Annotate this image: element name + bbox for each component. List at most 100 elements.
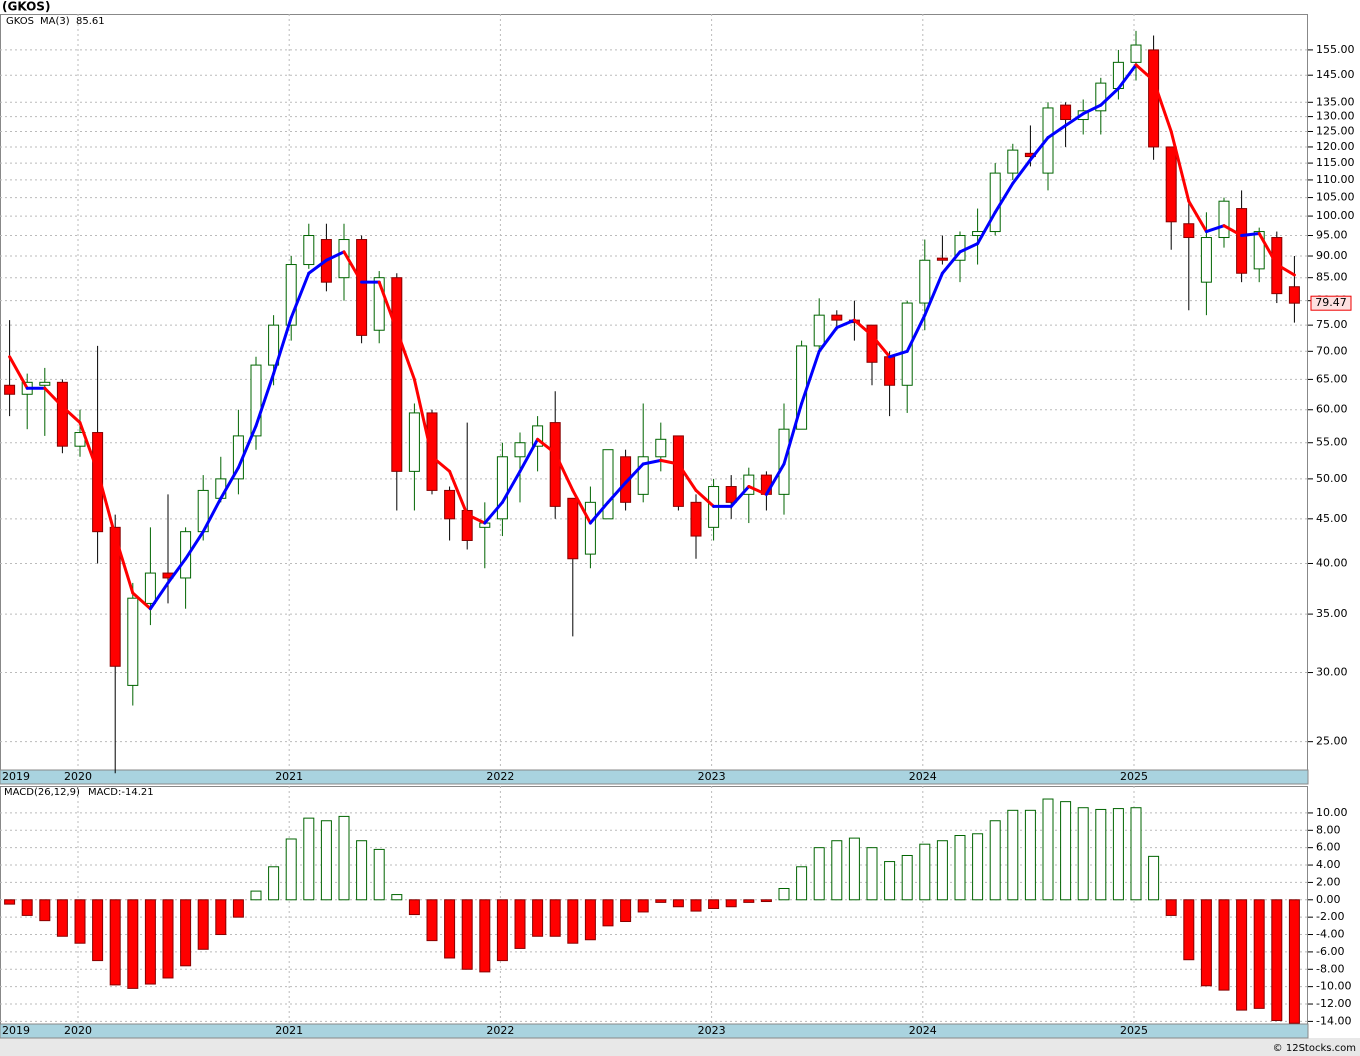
legend-name: MACD:-14.21 xyxy=(88,787,154,798)
candle-body xyxy=(743,474,755,495)
candle-body xyxy=(567,497,579,560)
histogram-bar xyxy=(180,899,192,967)
y-tick-label: 2.00 xyxy=(1316,875,1341,888)
ma-line xyxy=(1046,123,1068,140)
candle-body xyxy=(936,257,948,261)
ma-line xyxy=(1187,199,1208,234)
y-tick-label: 40.00 xyxy=(1316,556,1348,569)
ma-line xyxy=(905,313,927,353)
candle-body xyxy=(690,501,702,537)
y-tick-label: 60.00 xyxy=(1316,403,1348,416)
histogram-bar xyxy=(1253,899,1265,1009)
ma-line xyxy=(870,333,892,359)
histogram-bar xyxy=(813,847,825,901)
ma-line xyxy=(131,591,152,611)
histogram-bar xyxy=(232,899,244,918)
histogram-bar xyxy=(532,899,544,937)
plot-area xyxy=(0,14,1308,771)
plot-area xyxy=(0,786,1308,1025)
candle-body xyxy=(109,526,121,667)
ma-line xyxy=(958,242,980,254)
legend-value: -14.21 xyxy=(121,787,153,798)
x-tick-label: 2025 xyxy=(1120,1024,1148,1037)
ma-line xyxy=(1275,263,1296,277)
histogram-bar xyxy=(1060,801,1072,901)
candle-body xyxy=(1060,104,1072,121)
histogram-bar xyxy=(655,899,667,903)
ma-line xyxy=(993,181,1015,214)
x-axis-band xyxy=(0,769,1309,785)
y-tick-label: 35.00 xyxy=(1316,607,1348,620)
ma-line xyxy=(923,271,944,317)
candle-body xyxy=(1165,146,1177,223)
x-tick-label: 2022 xyxy=(486,770,514,783)
ma-line xyxy=(1099,87,1120,107)
candle-body xyxy=(444,489,456,520)
histogram-bar xyxy=(936,840,948,901)
ma-line xyxy=(324,250,346,262)
y-tick-label: 30.00 xyxy=(1316,666,1348,679)
y-tick-label: 105.00 xyxy=(1316,191,1355,204)
ma-line xyxy=(465,513,487,525)
ma-line xyxy=(536,437,557,455)
y-tick-label: 85.00 xyxy=(1316,271,1348,284)
x-tick-label: 2025 xyxy=(1120,770,1148,783)
candle-body xyxy=(373,277,385,331)
candle-body xyxy=(1218,200,1230,239)
ma-line xyxy=(307,258,328,275)
ma-line xyxy=(940,250,962,275)
candle-body xyxy=(1288,286,1300,304)
ma-line xyxy=(835,318,856,330)
y-tick-label: 4.00 xyxy=(1316,858,1341,871)
candle-body xyxy=(549,422,561,507)
histogram-bar xyxy=(690,899,702,912)
ma-line xyxy=(148,581,170,611)
histogram-bar xyxy=(796,866,808,901)
y-tick-label: 135.00 xyxy=(1316,95,1355,108)
ma-line xyxy=(430,455,452,473)
histogram-bar xyxy=(672,899,684,908)
histogram-bar xyxy=(919,843,931,901)
candle-body xyxy=(813,314,825,347)
ma-line xyxy=(641,458,663,466)
histogram-bar xyxy=(444,899,456,959)
histogram-bar xyxy=(479,899,491,973)
histogram-bar xyxy=(1095,808,1107,901)
y-tick-label: -6.00 xyxy=(1316,945,1344,958)
ma-line xyxy=(553,451,575,492)
candle-body xyxy=(391,277,403,472)
x-axis-band xyxy=(0,1023,1309,1039)
ma-line xyxy=(60,405,82,425)
legend-name: MA(3) xyxy=(40,16,70,27)
ma-line xyxy=(43,386,64,409)
y-tick-label: 120.00 xyxy=(1316,140,1355,153)
histogram-bar xyxy=(1271,899,1283,1022)
x-tick-label: 2023 xyxy=(698,770,726,783)
candle-body xyxy=(884,356,896,386)
ma-line xyxy=(8,355,29,390)
ma-line xyxy=(606,481,628,504)
candle-body xyxy=(1253,231,1265,270)
candle-body xyxy=(250,364,262,437)
candle-body xyxy=(303,235,315,266)
candle-body xyxy=(1200,237,1212,283)
candle-body xyxy=(514,442,526,458)
last-price-box xyxy=(1310,295,1352,311)
histogram-bar xyxy=(426,899,438,942)
y-tick-label: 70.00 xyxy=(1316,344,1348,357)
ma-line xyxy=(1240,232,1261,238)
histogram-bar xyxy=(1024,809,1036,901)
ma-line xyxy=(624,462,645,485)
candle-body xyxy=(127,597,139,686)
ma-line xyxy=(78,421,100,473)
candle-body xyxy=(408,412,420,472)
x-tick-label: 2024 xyxy=(909,1024,937,1037)
histogram-bar xyxy=(461,899,473,970)
y-tick-label: 90.00 xyxy=(1316,249,1348,262)
y-tick-label: 115.00 xyxy=(1316,156,1355,169)
ma-line xyxy=(500,469,522,504)
histogram-bar xyxy=(514,899,526,949)
ma-line xyxy=(659,458,680,466)
histogram-bar xyxy=(1042,798,1054,901)
candle-body xyxy=(637,456,649,495)
